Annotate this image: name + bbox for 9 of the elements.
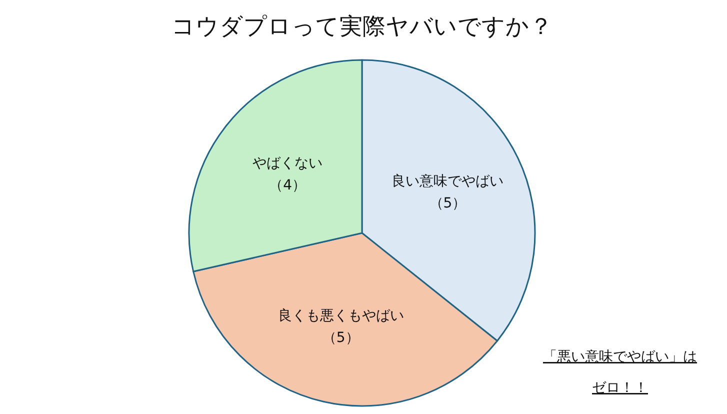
chart-title: コウダプロって実際ヤバいですか？ bbox=[172, 14, 552, 40]
text: 「悪い意味でやばい」は bbox=[543, 349, 697, 365]
data-label: （4） bbox=[269, 178, 306, 194]
slice-label: 良い意味でやばい bbox=[392, 174, 504, 190]
text: ゼロ！！ bbox=[592, 380, 648, 396]
data-label: （5） bbox=[322, 330, 360, 346]
slice-label: 良くも悪くもやばい bbox=[278, 308, 404, 324]
data-label: （5） bbox=[429, 196, 466, 212]
slice-label: やばくない bbox=[252, 156, 323, 172]
